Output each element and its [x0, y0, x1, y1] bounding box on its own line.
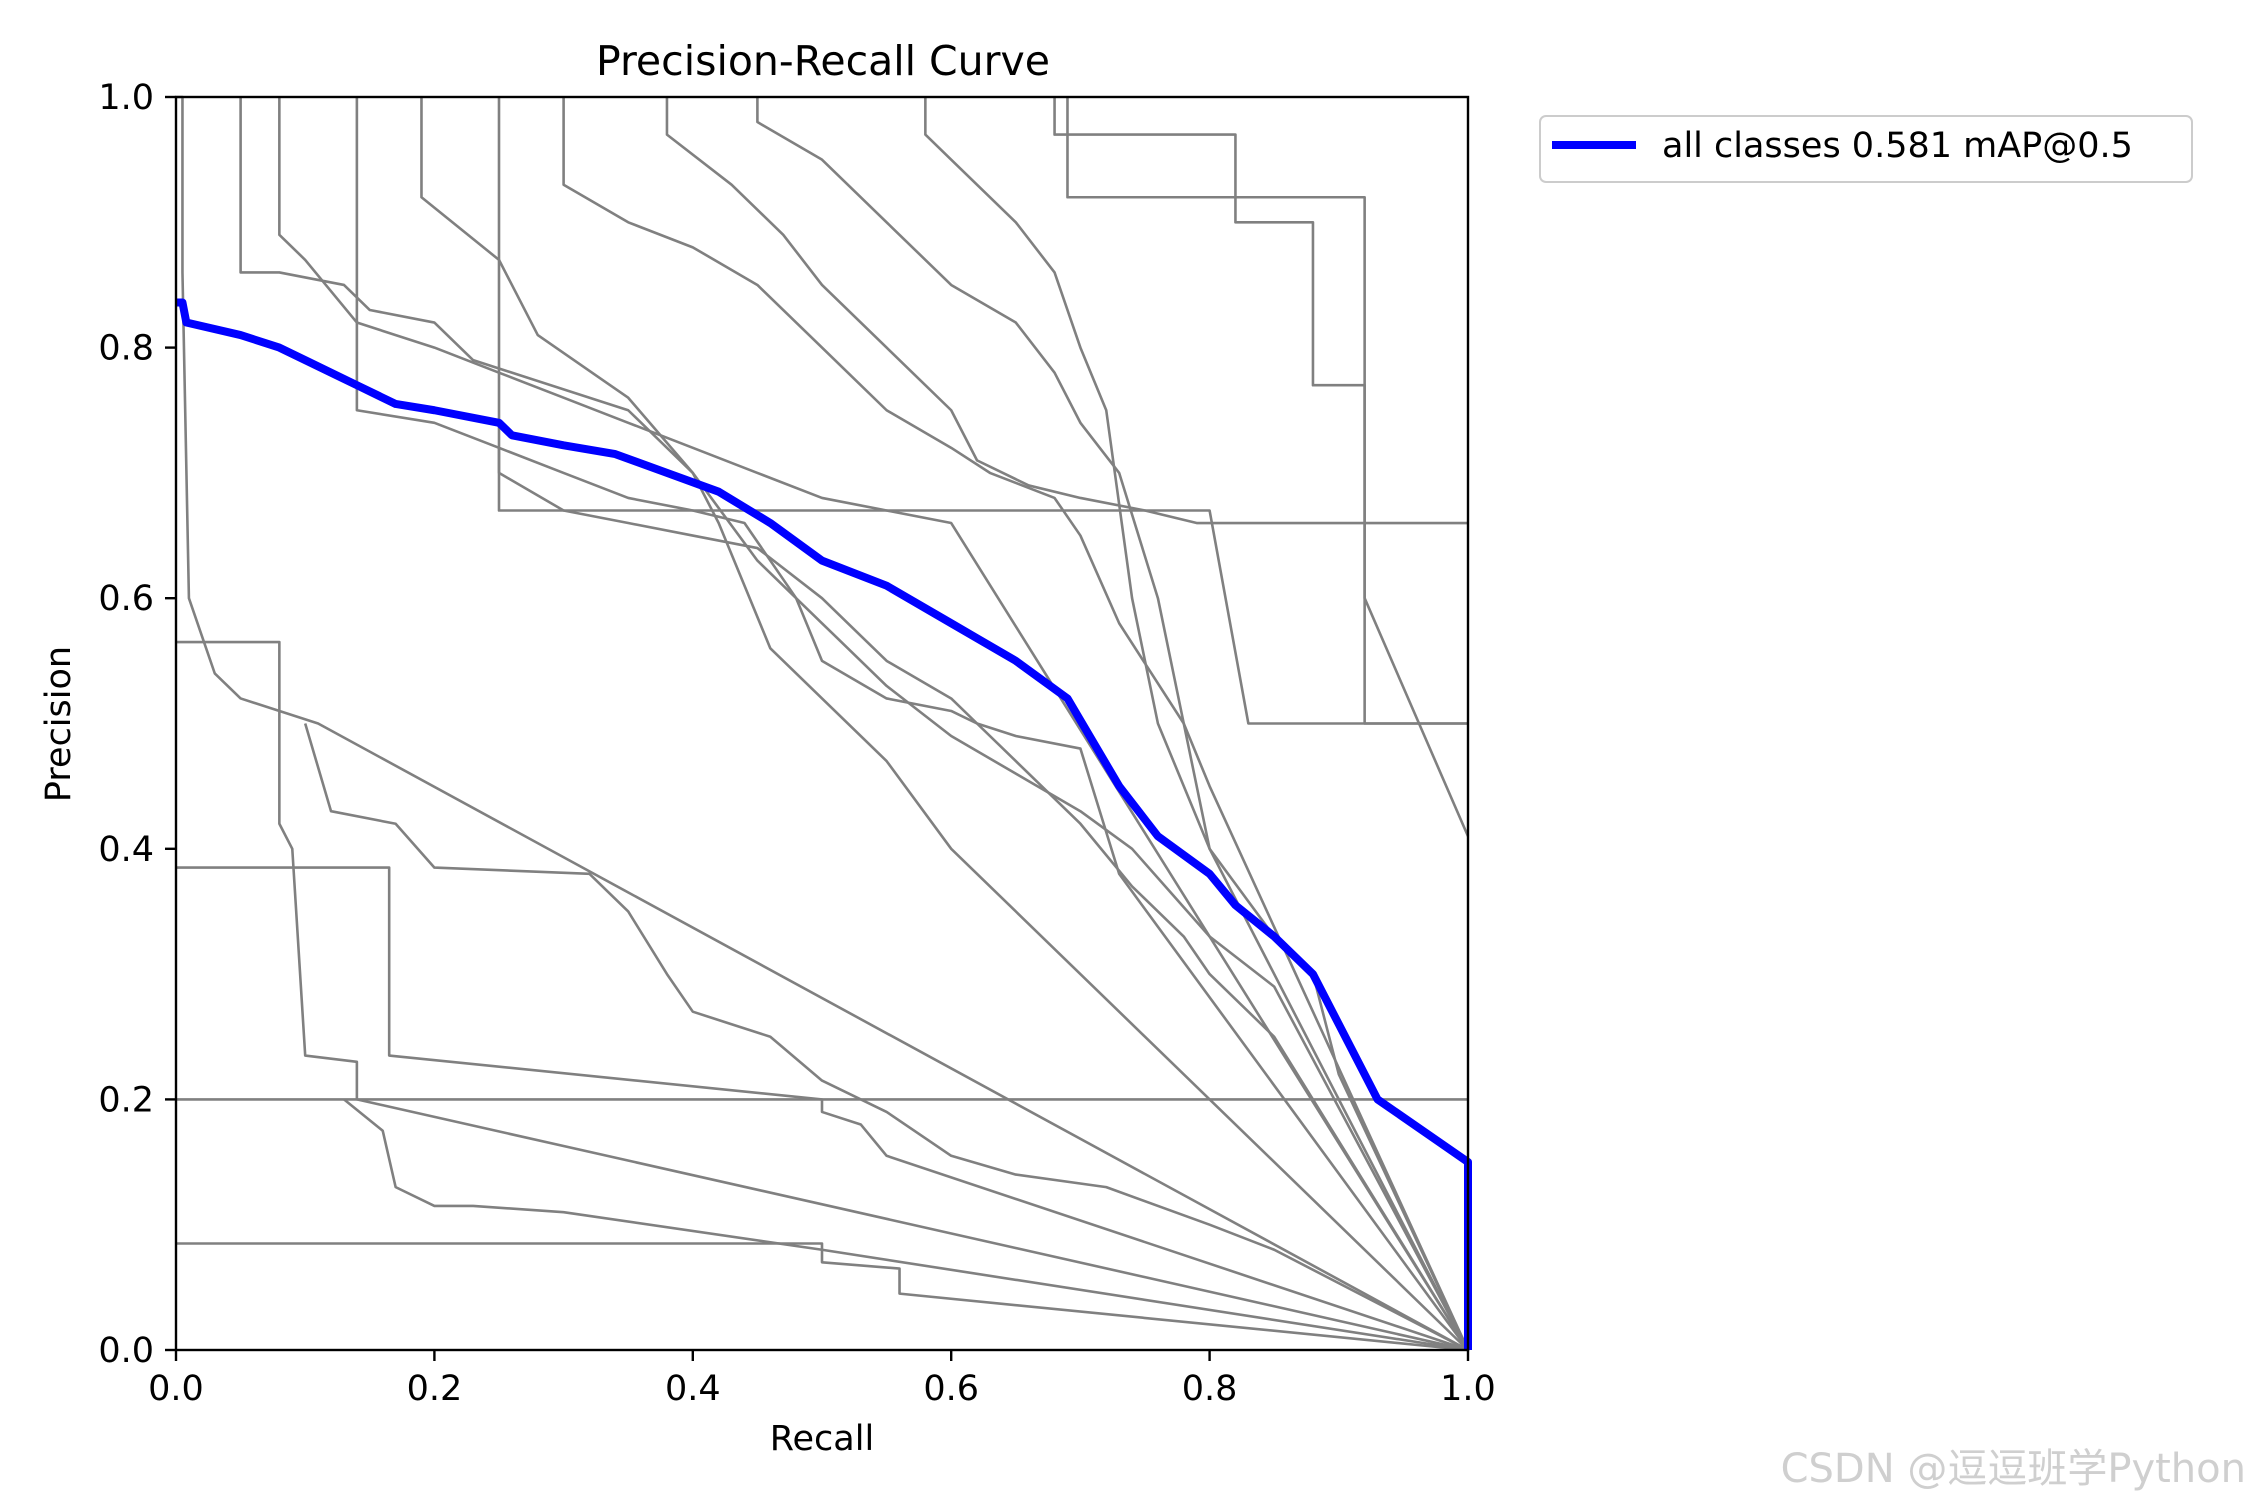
- legend-label-all-classes: all classes 0.581 mAP@0.5: [1662, 126, 2133, 166]
- y-tick-label: 0.8: [98, 329, 154, 369]
- x-axis-ticks: 0.0 0.2 0.4 0.6 0.8 1.0: [148, 1350, 1496, 1409]
- x-tick-label: 0.8: [1182, 1369, 1238, 1409]
- series-line-class-3: [303, 723, 1469, 1352]
- x-tick-label: 0.6: [923, 1369, 979, 1409]
- y-tick-label: 0.4: [98, 830, 154, 870]
- series-line-class-13: [497, 447, 1470, 1351]
- series-line-class-14: [562, 97, 1470, 1351]
- x-axis-label: Recall: [770, 1419, 874, 1459]
- x-tick-label: 0.2: [407, 1369, 463, 1409]
- series-line-class-15: [665, 97, 1468, 525]
- series-line-class-9: [278, 97, 1470, 1351]
- legend: all classes 0.581 mAP@0.5: [1539, 115, 2193, 183]
- series-line-class-11: [420, 97, 1470, 1351]
- series-line-class-16: [756, 97, 1470, 1351]
- chart-title: Precision-Recall Curve: [596, 37, 1050, 85]
- y-axis-label: Precision: [39, 646, 79, 802]
- y-tick-label: 0.2: [98, 1080, 154, 1120]
- series-line-all-classes: [176, 298, 1472, 1350]
- series-line-class-6: [176, 1242, 1469, 1352]
- y-tick-label: 1.0: [98, 78, 154, 118]
- series-line-class-1: [176, 95, 1469, 1352]
- series-line-class-2: [176, 640, 1469, 1352]
- series-line-class-8: [239, 97, 1469, 1351]
- legend-box: [1539, 115, 2193, 183]
- x-tick-label: 1.0: [1440, 1369, 1496, 1409]
- x-tick-label: 0.4: [665, 1369, 721, 1409]
- plot-frame: [174, 95, 1470, 1352]
- series-line-class-4: [176, 866, 1469, 1352]
- series-line-class-19: [1066, 97, 1468, 725]
- series-layer: [176, 95, 1472, 1352]
- watermark: CSDN @逗逗班学Python: [1780, 1446, 2246, 1492]
- y-axis-ticks: 0.0 0.2 0.4 0.6 0.8 1.0: [98, 78, 176, 1371]
- y-tick-label: 0.0: [98, 1331, 154, 1371]
- x-tick-label: 0.0: [148, 1369, 204, 1409]
- series-line-class-12: [497, 97, 1468, 725]
- y-tick-label: 0.6: [98, 579, 154, 619]
